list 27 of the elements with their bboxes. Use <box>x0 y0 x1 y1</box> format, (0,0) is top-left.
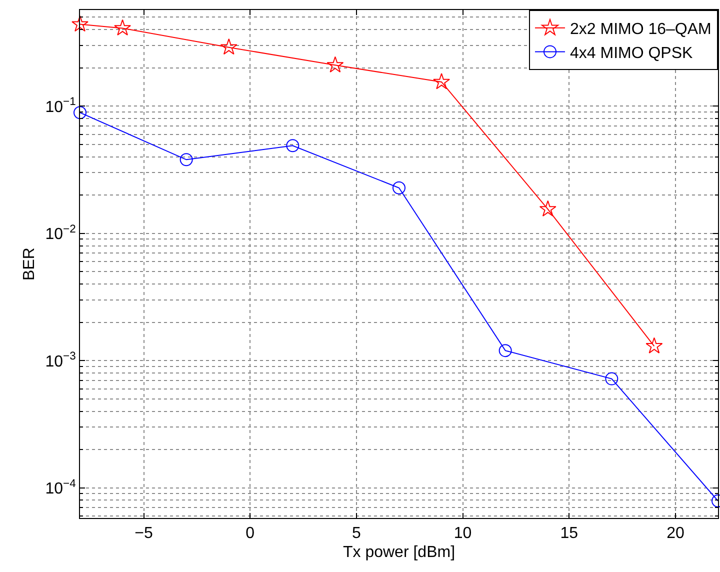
x-tick-label: 15 <box>560 525 578 542</box>
x-tick-label: 5 <box>352 525 362 542</box>
y-axis-title: BER <box>21 248 38 280</box>
x-tick-label: 0 <box>246 525 255 542</box>
point <box>539 200 556 216</box>
point <box>433 73 450 90</box>
y-tick-label: 10$^{−1}$ <box>45 96 76 116</box>
point <box>74 106 86 120</box>
y-tick-label: 10$^{−2}$ <box>45 223 76 244</box>
point <box>646 337 663 354</box>
point <box>180 153 193 166</box>
point <box>286 139 300 152</box>
y-tick-label: 10$^{−4}$ <box>45 478 76 498</box>
x-axis-title: Tx power [dBm] <box>342 544 456 561</box>
legend-label: 2x2 MIMO 16–QAM <box>570 21 712 38</box>
x-tick-label: 20 <box>666 525 684 542</box>
point <box>605 372 618 386</box>
point <box>326 56 344 72</box>
point <box>392 181 406 194</box>
point <box>114 19 132 36</box>
y-tick-label: 10$^{−3}$ <box>45 350 76 370</box>
point <box>72 15 88 32</box>
x-tick-label: −5 <box>134 525 154 542</box>
point <box>498 344 512 358</box>
legend-label: 4x4 MIMO QPSK <box>570 44 694 62</box>
x-tick-label: 10 <box>454 525 472 542</box>
point <box>220 38 238 55</box>
